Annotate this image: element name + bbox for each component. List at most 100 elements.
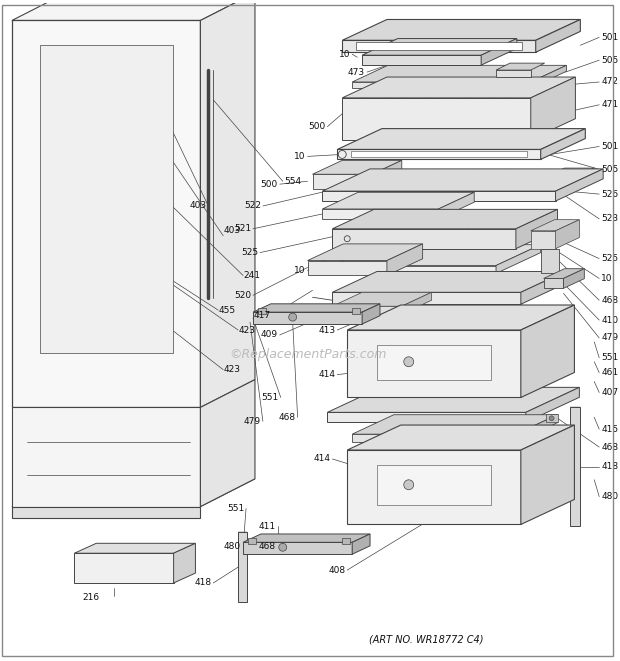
Polygon shape	[258, 308, 266, 314]
Text: 471: 471	[601, 100, 618, 109]
Polygon shape	[481, 38, 517, 65]
Polygon shape	[322, 192, 474, 209]
Text: 505: 505	[601, 56, 618, 65]
Polygon shape	[12, 407, 200, 506]
Text: 418: 418	[601, 463, 618, 471]
Text: 418: 418	[194, 578, 211, 588]
Polygon shape	[352, 65, 567, 82]
Polygon shape	[352, 434, 516, 442]
Polygon shape	[372, 161, 402, 189]
Polygon shape	[174, 543, 195, 583]
Text: 216: 216	[82, 594, 100, 602]
Text: 501: 501	[601, 142, 618, 151]
Polygon shape	[342, 538, 350, 544]
Polygon shape	[362, 304, 380, 324]
Text: 403: 403	[223, 226, 241, 235]
Text: 526: 526	[601, 190, 618, 198]
Polygon shape	[342, 40, 536, 52]
Polygon shape	[521, 272, 565, 304]
Polygon shape	[536, 19, 580, 52]
Text: 414: 414	[313, 455, 330, 463]
Text: 468: 468	[259, 542, 276, 551]
Text: 479: 479	[244, 417, 261, 426]
Polygon shape	[312, 175, 372, 189]
Polygon shape	[337, 149, 541, 159]
Polygon shape	[332, 266, 496, 274]
Polygon shape	[332, 292, 521, 304]
Polygon shape	[238, 532, 247, 602]
Text: 10: 10	[294, 152, 306, 161]
Text: 10: 10	[601, 274, 613, 283]
Polygon shape	[200, 379, 255, 506]
Text: 411: 411	[259, 522, 276, 531]
Polygon shape	[253, 312, 362, 324]
Text: 468: 468	[601, 295, 618, 305]
Polygon shape	[570, 407, 580, 526]
Text: 505: 505	[601, 165, 618, 174]
Polygon shape	[312, 161, 402, 175]
Text: 468: 468	[601, 443, 618, 451]
Polygon shape	[12, 506, 200, 518]
Polygon shape	[541, 168, 594, 179]
Polygon shape	[556, 169, 603, 201]
Polygon shape	[516, 414, 557, 442]
Polygon shape	[200, 0, 255, 407]
Text: 551: 551	[601, 353, 618, 362]
Polygon shape	[402, 292, 432, 314]
Polygon shape	[327, 387, 579, 412]
Polygon shape	[564, 268, 584, 288]
Circle shape	[279, 543, 286, 551]
Polygon shape	[531, 77, 575, 139]
Polygon shape	[521, 425, 574, 524]
Polygon shape	[248, 538, 256, 544]
Circle shape	[404, 357, 414, 367]
Text: 409: 409	[260, 330, 278, 340]
Polygon shape	[352, 534, 370, 554]
Text: 525: 525	[601, 254, 618, 263]
Text: 455: 455	[218, 305, 236, 315]
Polygon shape	[544, 278, 564, 288]
Text: 480: 480	[601, 492, 618, 501]
Text: 551: 551	[262, 393, 279, 402]
Polygon shape	[347, 330, 521, 397]
Polygon shape	[387, 244, 423, 276]
Polygon shape	[337, 129, 585, 149]
Text: 525: 525	[241, 248, 258, 257]
Text: 423: 423	[238, 325, 255, 334]
Text: 10: 10	[339, 50, 350, 59]
Polygon shape	[526, 387, 579, 422]
Text: (ART NO. WR18772 C4): (ART NO. WR18772 C4)	[370, 635, 484, 644]
Polygon shape	[332, 210, 557, 229]
Polygon shape	[327, 412, 526, 422]
Text: 551: 551	[227, 504, 244, 513]
Polygon shape	[352, 414, 557, 434]
Text: 554: 554	[285, 176, 302, 186]
Polygon shape	[342, 77, 575, 98]
Text: 415: 415	[601, 425, 618, 434]
Polygon shape	[347, 425, 574, 450]
Polygon shape	[541, 129, 585, 159]
Polygon shape	[332, 229, 516, 249]
Polygon shape	[74, 543, 195, 553]
Polygon shape	[531, 65, 567, 88]
Polygon shape	[516, 210, 557, 249]
Polygon shape	[243, 534, 370, 542]
Text: 408: 408	[328, 566, 345, 574]
Polygon shape	[496, 245, 541, 274]
Polygon shape	[556, 219, 579, 249]
Text: 417: 417	[254, 311, 271, 320]
Polygon shape	[40, 46, 172, 353]
Polygon shape	[531, 231, 556, 249]
Text: 461: 461	[601, 368, 618, 377]
Polygon shape	[332, 272, 565, 292]
Text: 423: 423	[223, 365, 240, 374]
Polygon shape	[308, 244, 423, 260]
Polygon shape	[342, 19, 580, 40]
Polygon shape	[541, 249, 559, 274]
Polygon shape	[347, 450, 521, 524]
Polygon shape	[253, 304, 380, 312]
Text: 468: 468	[278, 413, 296, 422]
Polygon shape	[12, 0, 255, 20]
Text: 500: 500	[260, 180, 278, 188]
Polygon shape	[438, 192, 474, 219]
